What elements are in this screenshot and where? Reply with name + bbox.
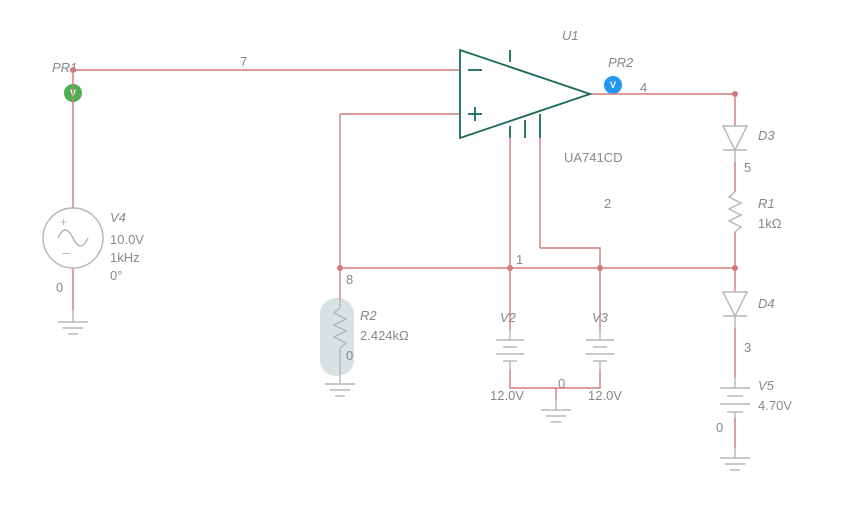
ac-source-v4: + − <box>43 208 103 268</box>
svg-text:−: − <box>62 245 70 261</box>
battery-v2 <box>496 330 524 370</box>
svg-text:+: + <box>60 215 67 229</box>
battery-v5 <box>720 378 750 418</box>
diode-d4 <box>723 292 747 328</box>
schematic-canvas: + − <box>0 0 846 510</box>
resistor-r2 <box>334 300 346 372</box>
battery-v3 <box>586 330 614 370</box>
opamp-u1 <box>460 50 590 138</box>
diode-d3 <box>723 126 747 162</box>
resistor-r1 <box>729 192 741 232</box>
